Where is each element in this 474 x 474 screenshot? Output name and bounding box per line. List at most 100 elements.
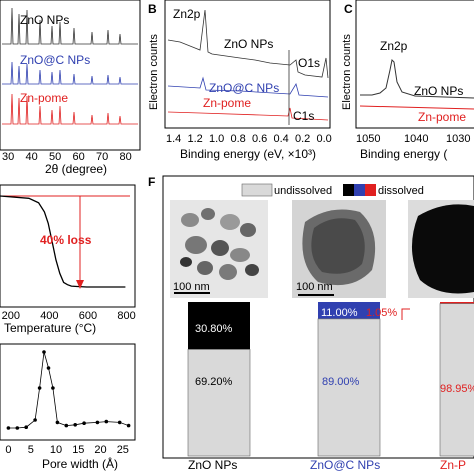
- tga-tick-label: 400: [40, 310, 58, 322]
- panel-d-x-axis-label: Temperature (°C): [4, 321, 96, 335]
- xps-label-zno: ZnO NPs: [224, 37, 273, 51]
- pore-curve: [8, 351, 129, 429]
- xrd-tick-label: 40: [26, 151, 38, 163]
- panel-e-x-axis-label: Pore width (Å): [42, 456, 118, 471]
- pct-zno-undissolved: 69.20%: [195, 376, 233, 388]
- pore-point: [46, 366, 51, 370]
- scalebar-label-2: 100 nm: [296, 281, 333, 293]
- xrd-trace-0: [2, 7, 138, 45]
- xps-tick-labels: 1.4 1.2 1.0 0.8 0.6 0.4 0.2 0.0: [166, 133, 332, 145]
- bar-dissolved: [188, 302, 250, 350]
- pct-znoc-undissolved: 89.00%: [322, 376, 360, 388]
- xrd-tick-labels: 30 40 50 60 70 80: [2, 151, 132, 163]
- xrd-label-pome: Zn-pome: [20, 91, 68, 105]
- panel-c-tick-1050: 1050: [356, 133, 380, 145]
- pore-point: [64, 423, 69, 428]
- pore-tick-label: 25: [117, 444, 129, 456]
- pore-point: [117, 420, 122, 425]
- xrd-tick-label: 60: [73, 151, 85, 163]
- xps-survey-traces: [167, 9, 329, 125]
- tem-image-pome: [408, 200, 474, 298]
- xrd-x-axis-label: 2θ (degree): [45, 162, 107, 176]
- legend-dissolved-black: [343, 184, 354, 196]
- pore-point: [24, 425, 29, 430]
- pore-point: [55, 420, 60, 425]
- legend-dissolved-blue: [354, 184, 365, 196]
- panel-c-y-axis-label: Electron counts: [341, 34, 353, 110]
- loss-label: 40% loss: [40, 233, 92, 247]
- xrd-label-znoc: ZnO@C NPs: [20, 53, 90, 67]
- pct-zno-dissolved: 30.80%: [195, 323, 233, 335]
- pore-tick-label: 10: [50, 444, 62, 456]
- legend-dissolved-label: dissolved: [378, 185, 424, 197]
- tga-tick-labels: 200 400 600 800: [2, 310, 136, 322]
- pore-point: [37, 386, 42, 390]
- xrd-label-zno: ZnO NPs: [20, 13, 69, 27]
- scalebar-label-1: 100 nm: [173, 281, 210, 293]
- category-label-znoc: ZnO@C NPs: [310, 458, 380, 472]
- zn2p-label-zno: ZnO NPs: [414, 84, 463, 98]
- zn2p-peak-label: Zn2p: [380, 39, 408, 53]
- bar-undissolved: [187, 349, 251, 457]
- panel-a-xrd: ZnO NPs ZnO@C NPs Zn-pome 30 40 50 60 70 80 2…: [0, 0, 141, 176]
- panel-c-letter: C: [344, 2, 353, 16]
- panel-b-xps-survey: B Electron counts Zn2p ZnO NPs O1s ZnO@C…: [148, 0, 332, 161]
- panel-c-tick-1030: 1030: [446, 133, 470, 145]
- pore-tick-labels: 0 5 10 15 20 25: [5, 444, 129, 456]
- xrd-tick-label: 30: [2, 151, 14, 163]
- zn2p-label-pome: Zn-pome: [418, 110, 466, 124]
- panel-f-letter: F: [148, 175, 155, 189]
- panel-c-zn2p: C Electron counts Zn2p ZnO NPs Zn-pome 1…: [341, 0, 474, 161]
- legend-dissolved-red: [365, 184, 376, 196]
- panel-f-dissolution: F undissolved dissolved 100 nm: [148, 175, 474, 472]
- xps-label-znoc: ZnO@C NPs: [209, 81, 279, 95]
- xps-tick-label: 1.0: [209, 133, 224, 145]
- pore-point: [73, 423, 77, 427]
- bar-undissolved: [439, 303, 474, 457]
- bar-dissolved: [318, 302, 380, 319]
- panel-c-frame: [355, 0, 474, 129]
- xps-tick-label: 0.0: [317, 133, 332, 145]
- pore-point: [51, 386, 55, 390]
- category-label-pome: Zn-P: [440, 458, 466, 472]
- xrd-tick-label: 80: [120, 151, 132, 163]
- panel-c-tick-1040: 1040: [404, 133, 428, 145]
- panel-c-x-axis-label: Binding energy (: [360, 147, 447, 161]
- legend-undissolved-swatch: [241, 183, 273, 197]
- pore-point: [104, 419, 109, 424]
- pct-pome-dissolved: 1.05%: [366, 307, 397, 319]
- panel-e-frame: [0, 343, 136, 441]
- xps-label-c1s: C1s: [293, 109, 314, 123]
- pore-tick-label: 15: [72, 444, 84, 456]
- xps-tick-label: 0.4: [274, 133, 289, 145]
- zn2p-pome-trace: [359, 105, 474, 110]
- panel-b-x-axis-label: Binding energy (eV, ×10³): [180, 147, 316, 161]
- xps-trace-znoc: [167, 76, 329, 98]
- pore-point: [82, 421, 86, 426]
- tem-image-znoc: 100 nm: [292, 200, 386, 298]
- pome-callout-line: [401, 308, 410, 320]
- xrd-trace-1: [2, 61, 138, 85]
- pore-point: [42, 350, 46, 354]
- xps-label-zn2p: Zn2p: [173, 7, 201, 21]
- panel-b-frame: [164, 0, 331, 129]
- panel-a-frame: [0, 0, 141, 151]
- panel-d-tga: 40% loss 200 400 600 800 Temperature (°C): [0, 184, 136, 335]
- xps-label-o1s: O1s: [298, 56, 320, 70]
- pore-point: [95, 420, 100, 425]
- pct-znoc-dissolved: 11.00%: [321, 307, 358, 319]
- xps-tick-label: 1.2: [188, 133, 203, 145]
- category-label-zno: ZnO NPs: [188, 458, 237, 472]
- pore-point: [6, 426, 11, 430]
- pore-tick-label: 20: [94, 444, 106, 456]
- panel-d-frame: [0, 184, 136, 308]
- xrd-tick-label: 50: [49, 151, 61, 163]
- xrd-trace-2: [2, 93, 138, 125]
- panel-b-y-axis-label: Electron counts: [148, 34, 160, 110]
- pore-tick-label: 0: [5, 444, 11, 456]
- xrd-tick-label: 70: [96, 151, 108, 163]
- xps-tick-label: 1.4: [166, 133, 181, 145]
- xps-trace-zno: [167, 9, 329, 79]
- xps-tick-label: 0.2: [295, 133, 310, 145]
- pore-point: [126, 423, 131, 428]
